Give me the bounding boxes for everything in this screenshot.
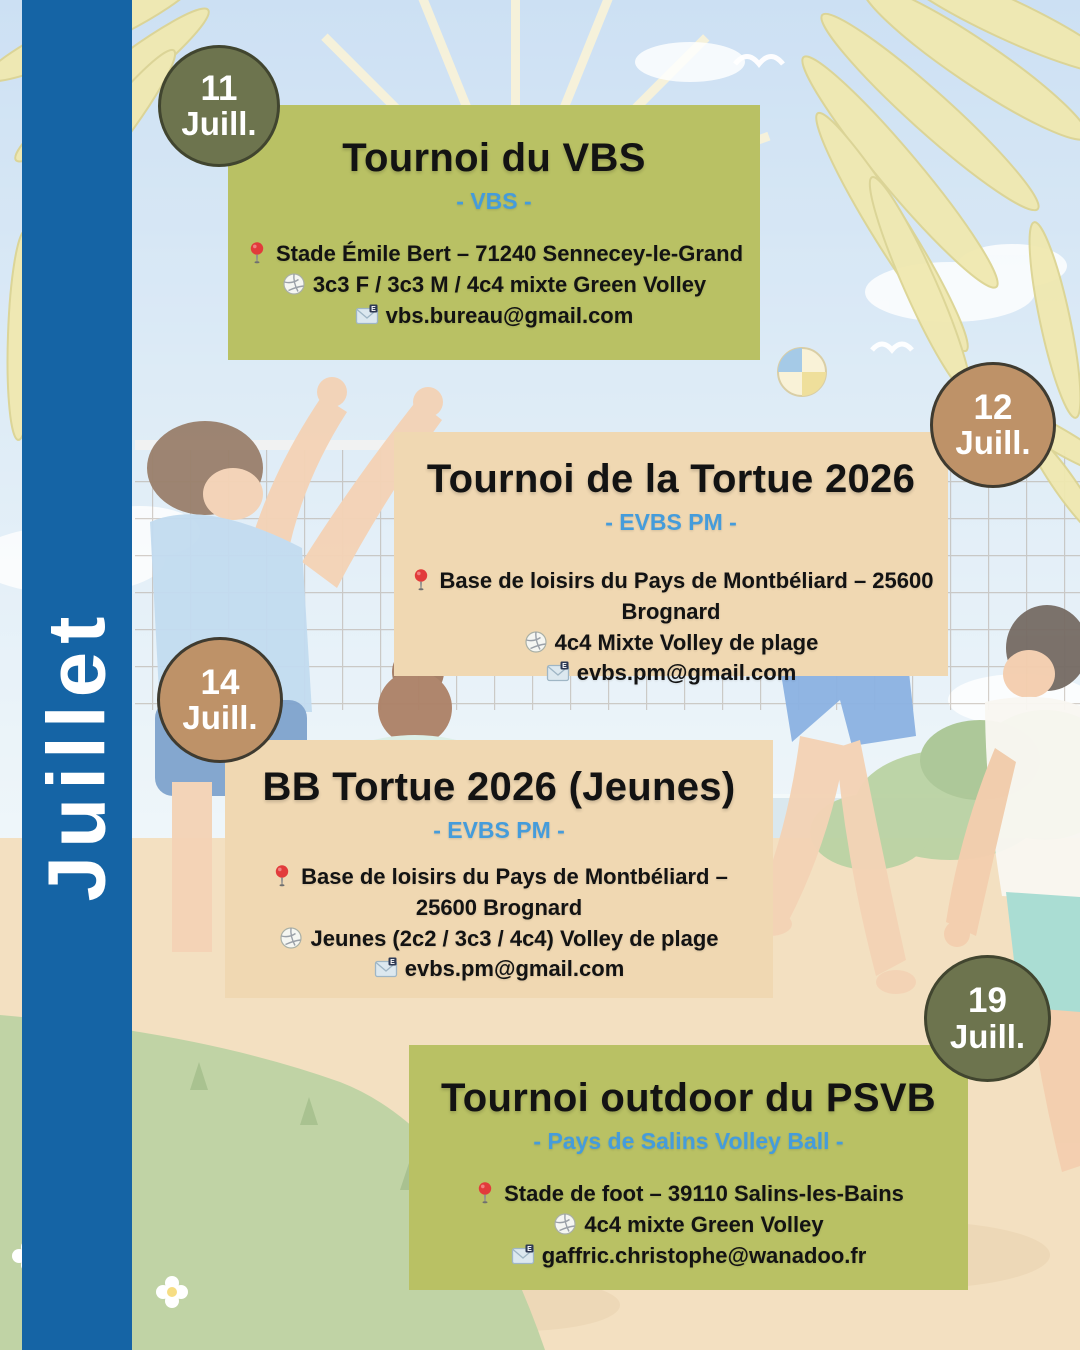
event-discipline-line: 4c4 mixte Green Volley: [423, 1210, 954, 1241]
date-badge-14-juill: 14 Juill.: [157, 637, 283, 763]
event-card-vbs: Tournoi du VBS - VBS - Stade Émile Bert …: [228, 105, 760, 360]
location-pin-icon: [270, 864, 294, 888]
event-discipline: 4c4 mixte Green Volley: [584, 1211, 824, 1237]
event-location-line: Stade de foot – 39110 Salins-les-Bains: [423, 1179, 954, 1210]
event-title: BB Tortue 2026 (Jeunes): [262, 765, 736, 809]
event-title: Tournoi outdoor du PSVB: [441, 1076, 936, 1120]
volleyball-icon: [279, 926, 303, 950]
month-sidebar: Juillet: [22, 0, 132, 1350]
event-card-psvb: Tournoi outdoor du PSVB - Pays de Salins…: [409, 1045, 968, 1290]
location-pin-icon: [409, 568, 433, 592]
email-icon: [546, 660, 570, 684]
event-contact: vbs.bureau@gmail.com: [385, 302, 634, 328]
volleyball-icon: [524, 630, 548, 654]
event-location: Base de loisirs du Pays de Montbéliard –…: [439, 568, 934, 624]
badge-day: 12: [973, 387, 1013, 427]
event-contact-line: evbs.pm@gmail.com: [239, 954, 759, 985]
badge-day: 14: [200, 662, 240, 702]
event-club: - EVBS PM -: [605, 509, 737, 535]
email-icon: [355, 303, 379, 327]
badge-day: 19: [968, 981, 1007, 1021]
event-club: - Pays de Salins Volley Ball -: [533, 1128, 844, 1154]
volleyball-ball-icon: [777, 347, 827, 397]
location-pin-icon: [245, 241, 269, 265]
event-info: Stade de foot – 39110 Salins-les-Bains 4…: [423, 1179, 954, 1271]
month-label: Juillet: [31, 608, 123, 902]
badge-day: 11: [200, 68, 238, 108]
date-badge-11-juill: 11 Juill.: [158, 45, 280, 167]
event-info: Base de loisirs du Pays de Montbéliard –…: [408, 566, 934, 689]
event-discipline: Jeunes (2c2 / 3c3 / 4c4) Volley de plage: [310, 925, 719, 951]
event-title: Tournoi de la Tortue 2026: [426, 457, 916, 501]
event-location-line: Base de loisirs du Pays de Montbéliard –…: [239, 862, 759, 924]
badge-month: Juill.: [182, 699, 258, 737]
event-discipline-line: Jeunes (2c2 / 3c3 / 4c4) Volley de plage: [239, 924, 759, 955]
event-contact: gaffric.christophe@wanadoo.fr: [541, 1242, 867, 1268]
email-icon: [511, 1243, 535, 1267]
date-badge-19-juill: 19 Juill.: [924, 955, 1051, 1082]
badge-month: Juill.: [955, 424, 1031, 462]
event-contact-line: gaffric.christophe@wanadoo.fr: [423, 1241, 954, 1272]
event-club: - VBS -: [456, 188, 532, 214]
volleyball-icon: [282, 272, 306, 296]
event-contact: evbs.pm@gmail.com: [576, 660, 797, 686]
event-contact-line: vbs.bureau@gmail.com: [242, 301, 746, 332]
event-contact-line: evbs.pm@gmail.com: [408, 658, 934, 689]
location-pin-icon: [473, 1181, 497, 1205]
date-badge-12-juill: 12 Juill.: [930, 362, 1056, 488]
volleyball-icon: [553, 1212, 577, 1236]
event-contact: evbs.pm@gmail.com: [404, 956, 625, 982]
event-discipline: 4c4 Mixte Volley de plage: [554, 629, 819, 655]
event-location: Stade de foot – 39110 Salins-les-Bains: [504, 1181, 904, 1206]
seagull-icon: [733, 54, 914, 354]
event-info: Stade Émile Bert – 71240 Sennecey-le-Gra…: [242, 239, 746, 331]
event-card-bb-tortue: BB Tortue 2026 (Jeunes) - EVBS PM - Base…: [225, 740, 773, 998]
event-card-tortue: Tournoi de la Tortue 2026 - EVBS PM - Ba…: [394, 432, 948, 685]
event-info: Base de loisirs du Pays de Montbéliard –…: [239, 862, 759, 985]
event-location: Base de loisirs du Pays de Montbéliard –…: [301, 864, 728, 920]
event-title: Tournoi du VBS: [342, 136, 646, 180]
badge-month: Juill.: [949, 1017, 1026, 1055]
event-location: Stade Émile Bert – 71240 Sennecey-le-Gra…: [275, 241, 744, 266]
event-club: - EVBS PM -: [433, 817, 565, 843]
event-discipline: 3c3 F / 3c3 M / 4c4 mixte Green Volley: [312, 271, 707, 297]
email-icon: [374, 956, 398, 980]
badge-month: Juill.: [181, 105, 257, 143]
event-discipline-line: 4c4 Mixte Volley de plage: [408, 628, 934, 659]
grass: [0, 1015, 545, 1350]
event-location-line: Base de loisirs du Pays de Montbéliard –…: [408, 566, 934, 628]
event-location-line: Stade Émile Bert – 71240 Sennecey-le-Gra…: [242, 239, 746, 270]
event-discipline-line: 3c3 F / 3c3 M / 4c4 mixte Green Volley: [242, 270, 746, 301]
